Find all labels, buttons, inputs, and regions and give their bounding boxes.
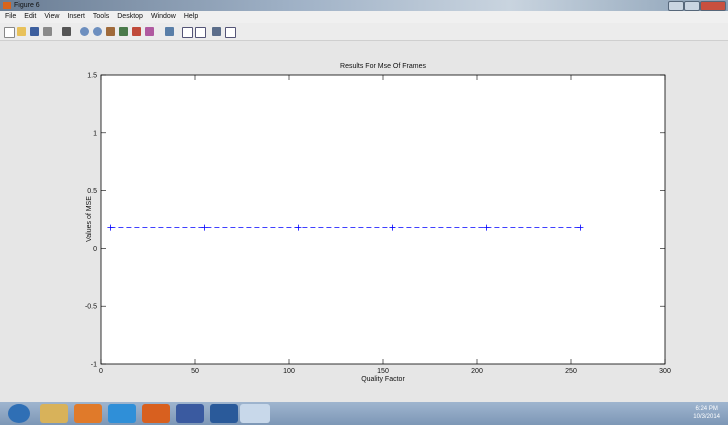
- zoom-out-button[interactable]: [93, 27, 102, 36]
- x-tick-label: 0: [99, 368, 103, 375]
- clock-time: 6:24 PM: [693, 405, 720, 413]
- y-tick-label: -0.5: [85, 304, 97, 311]
- hide-tools-button[interactable]: [212, 27, 221, 36]
- maximize-button[interactable]: [684, 1, 700, 11]
- screen: {"window": {"title": "Figure 6", "menu":…: [0, 0, 728, 425]
- menu-item[interactable]: View: [44, 11, 59, 23]
- media-task[interactable]: [74, 404, 102, 423]
- toolbar: [0, 23, 728, 41]
- data-cursor-button[interactable]: [132, 27, 141, 36]
- brush-button[interactable]: [145, 27, 154, 36]
- word-task[interactable]: [210, 404, 238, 423]
- menu-item[interactable]: Desktop: [117, 11, 143, 23]
- menu-item[interactable]: File: [5, 11, 16, 23]
- y-tick-label: 0: [93, 246, 97, 253]
- matlab-task[interactable]: [240, 404, 270, 423]
- ie-task[interactable]: [108, 404, 136, 423]
- y-tick-label: 1: [93, 130, 97, 137]
- taskbar: 6:24 PM 10/3/2014: [0, 402, 728, 425]
- menu-item[interactable]: Window: [151, 11, 176, 23]
- y-tick-label: 0.5: [87, 188, 97, 195]
- link-button[interactable]: [165, 27, 174, 36]
- menu-bar: File Edit View Insert Tools Desktop Window Help: [0, 11, 728, 23]
- zoom-in-button[interactable]: [80, 27, 89, 36]
- legend-button[interactable]: [195, 27, 206, 38]
- rotate-button[interactable]: [119, 27, 128, 36]
- menu-item[interactable]: Edit: [24, 11, 36, 23]
- title-bar: Figure 6: [0, 0, 728, 11]
- x-tick-label: 200: [471, 368, 483, 375]
- show-tools-button[interactable]: [225, 27, 236, 38]
- colorbar-button[interactable]: [182, 27, 193, 38]
- open-button[interactable]: [17, 27, 26, 36]
- x-tick-label: 300: [659, 368, 671, 375]
- x-tick-label: 50: [191, 368, 199, 375]
- axes: [101, 75, 665, 364]
- clock: 6:24 PM 10/3/2014: [693, 405, 720, 421]
- app-task[interactable]: [176, 404, 204, 423]
- pan-button[interactable]: [106, 27, 115, 36]
- window-title: Figure 6: [14, 0, 40, 11]
- start-button[interactable]: [8, 404, 30, 423]
- x-tick-label: 100: [283, 368, 295, 375]
- menu-item[interactable]: Tools: [93, 11, 109, 23]
- clock-date: 10/3/2014: [693, 413, 720, 421]
- x-tick-label: 250: [565, 368, 577, 375]
- firefox-task[interactable]: [142, 404, 170, 423]
- edit-plot-button[interactable]: [62, 27, 71, 36]
- print-button[interactable]: [43, 27, 52, 36]
- y-tick-label: 1.5: [87, 73, 97, 80]
- minimize-button[interactable]: [668, 1, 684, 11]
- close-button[interactable]: [700, 1, 726, 11]
- menu-item[interactable]: Help: [184, 11, 198, 23]
- app-icon: [3, 2, 11, 9]
- y-tick-label: -1: [91, 362, 97, 369]
- chart-title: Results For Mse Of Frames: [340, 63, 426, 70]
- explorer-task[interactable]: [40, 404, 68, 423]
- x-axis-label: Quality Factor: [361, 376, 405, 383]
- new-button[interactable]: [4, 27, 15, 38]
- y-axis-label: Values of MSE: [86, 196, 93, 242]
- menu-item[interactable]: Insert: [67, 11, 85, 23]
- x-tick-label: 150: [377, 368, 389, 375]
- figure: Results For Mse Of Frames Quality Factor…: [0, 41, 728, 402]
- save-button[interactable]: [30, 27, 39, 36]
